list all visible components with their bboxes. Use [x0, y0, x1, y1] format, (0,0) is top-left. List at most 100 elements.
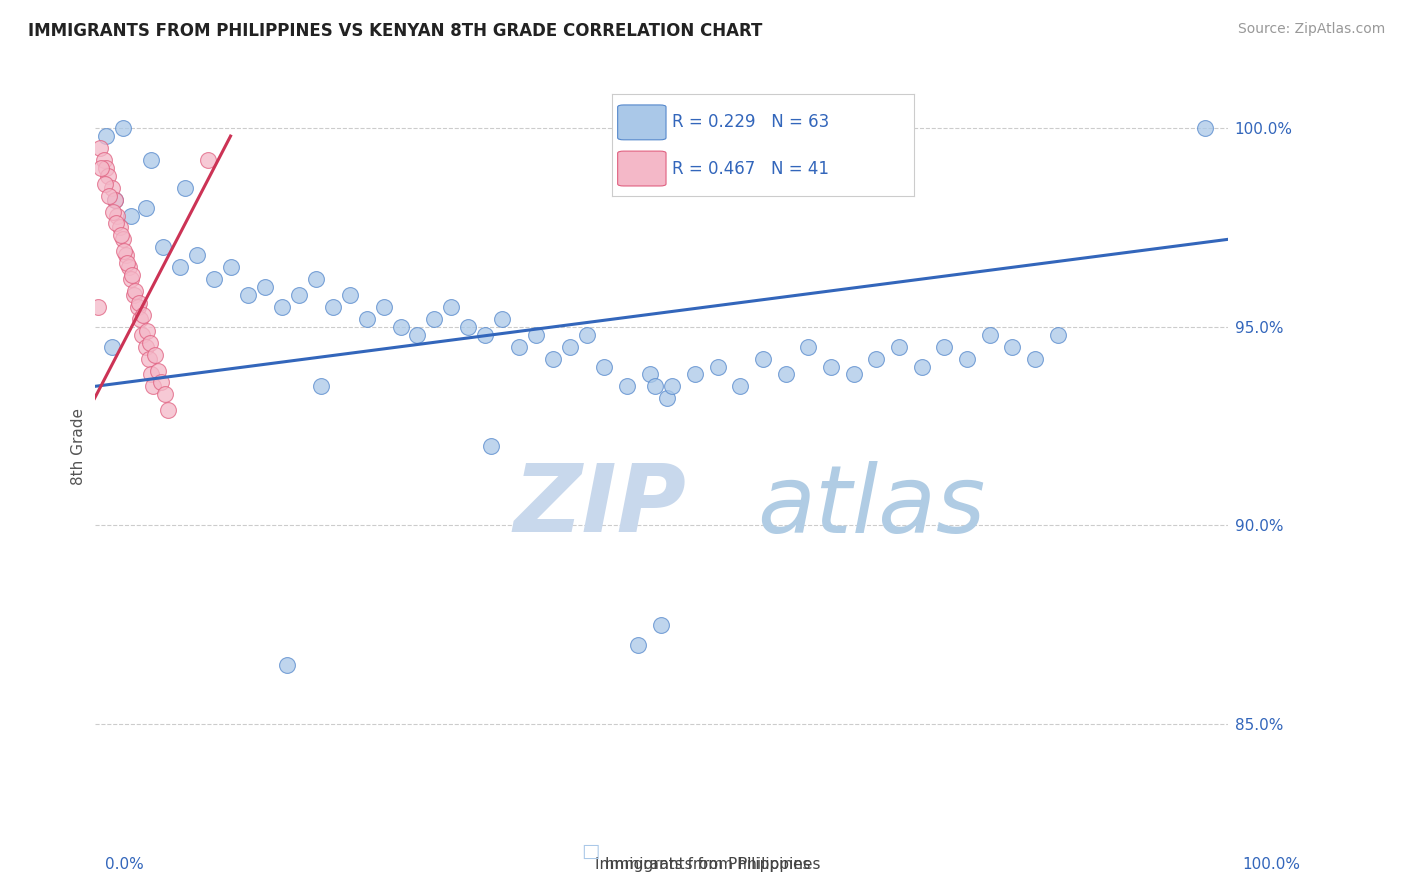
- Point: [93, 153, 115, 167]
- Point: [650, 617, 672, 632]
- Point: [112, 244, 135, 259]
- Point: [644, 379, 666, 393]
- Point: [111, 232, 134, 246]
- Point: [560, 340, 582, 354]
- Point: [491, 311, 513, 326]
- Point: [655, 392, 678, 406]
- Point: [174, 180, 197, 194]
- Point: [638, 368, 661, 382]
- Point: [135, 324, 157, 338]
- Point: [157, 403, 180, 417]
- Point: [479, 439, 502, 453]
- Point: [100, 180, 122, 194]
- Point: [90, 161, 112, 175]
- Point: [1024, 351, 1046, 366]
- Point: [139, 335, 162, 350]
- Point: [135, 340, 157, 354]
- Point: [186, 248, 208, 262]
- Text: 100.0%: 100.0%: [1243, 857, 1301, 872]
- Point: [730, 379, 752, 393]
- Text: ZIP: ZIP: [513, 460, 686, 552]
- Point: [474, 327, 496, 342]
- Point: [627, 638, 650, 652]
- Point: [797, 340, 820, 354]
- Point: [143, 348, 166, 362]
- Point: [979, 327, 1001, 342]
- Point: [89, 141, 111, 155]
- Point: [87, 300, 110, 314]
- Point: [457, 319, 479, 334]
- Point: [105, 217, 128, 231]
- FancyBboxPatch shape: [617, 151, 666, 186]
- Point: [128, 311, 150, 326]
- Point: [309, 379, 332, 393]
- Point: [117, 260, 139, 275]
- Point: [202, 272, 225, 286]
- Point: [1001, 340, 1024, 354]
- Point: [124, 284, 146, 298]
- Point: [141, 153, 163, 167]
- Point: [339, 288, 361, 302]
- Point: [683, 368, 706, 382]
- Point: [752, 351, 775, 366]
- Point: [276, 657, 298, 672]
- Text: Source: ZipAtlas.com: Source: ZipAtlas.com: [1237, 22, 1385, 37]
- Point: [887, 340, 910, 354]
- Point: [141, 368, 163, 382]
- Text: Immigrants from Philippines: Immigrants from Philippines: [605, 857, 820, 872]
- Point: [97, 169, 120, 183]
- Point: [253, 280, 276, 294]
- FancyBboxPatch shape: [617, 105, 666, 140]
- Point: [356, 311, 378, 326]
- Point: [100, 340, 122, 354]
- Point: [153, 387, 176, 401]
- Text: IMMIGRANTS FROM PHILIPPINES VS KENYAN 8TH GRADE CORRELATION CHART: IMMIGRANTS FROM PHILIPPINES VS KENYAN 8T…: [28, 22, 762, 40]
- Point: [406, 327, 429, 342]
- Point: [661, 379, 683, 393]
- Point: [197, 153, 219, 167]
- Point: [508, 340, 530, 354]
- Point: [98, 188, 121, 202]
- Point: [122, 288, 145, 302]
- Point: [117, 256, 139, 270]
- Point: [120, 209, 142, 223]
- Text: 0.0%: 0.0%: [105, 857, 145, 872]
- Point: [373, 300, 395, 314]
- Point: [110, 228, 132, 243]
- Point: [842, 368, 865, 382]
- Point: [911, 359, 934, 374]
- Point: [132, 308, 155, 322]
- Point: [440, 300, 463, 314]
- Point: [108, 220, 131, 235]
- Point: [138, 351, 160, 366]
- Point: [111, 121, 134, 136]
- Y-axis label: 8th Grade: 8th Grade: [72, 408, 86, 484]
- Point: [775, 368, 797, 382]
- Point: [127, 300, 149, 314]
- Point: [287, 288, 309, 302]
- Point: [104, 193, 127, 207]
- Point: [304, 272, 326, 286]
- Point: [94, 129, 117, 144]
- Point: [121, 268, 143, 282]
- Point: [820, 359, 842, 374]
- Text: atlas: atlas: [758, 461, 986, 552]
- Text: R = 0.467   N = 41: R = 0.467 N = 41: [672, 160, 830, 178]
- Point: [169, 260, 191, 275]
- Point: [576, 327, 599, 342]
- Point: [543, 351, 565, 366]
- Point: [150, 376, 173, 390]
- Point: [593, 359, 616, 374]
- Point: [135, 201, 157, 215]
- Point: [423, 311, 446, 326]
- Point: [142, 379, 165, 393]
- Point: [389, 319, 412, 334]
- Point: [101, 204, 124, 219]
- Point: [1046, 327, 1069, 342]
- Point: [616, 379, 638, 393]
- Point: [115, 248, 138, 262]
- Point: [128, 296, 150, 310]
- Point: [865, 351, 887, 366]
- Point: [152, 240, 174, 254]
- Point: [94, 177, 117, 191]
